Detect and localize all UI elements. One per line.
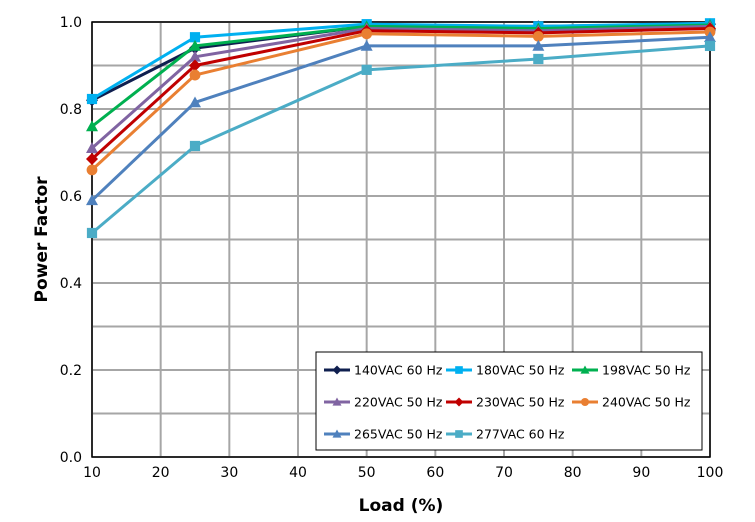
data-point: [189, 32, 201, 43]
legend-label: 140VAC 60 Hz: [354, 363, 443, 378]
series-layer: [86, 18, 716, 239]
legend-item: 140VAC 60 Hz: [324, 363, 443, 378]
y-tick-label: 0.2: [60, 363, 82, 379]
x-tick-label: 40: [289, 465, 307, 481]
data-point: [361, 28, 373, 40]
series-line: [90, 27, 711, 161]
data-point: [86, 153, 98, 166]
data-point: [361, 64, 372, 75]
data-point: [86, 93, 98, 105]
y-tick-label: 0.6: [60, 189, 82, 205]
legend-marker: [455, 430, 463, 438]
legend-item: 265VAC 50 Hz: [324, 427, 443, 442]
x-tick-label: 90: [632, 465, 650, 481]
data-point: [189, 96, 201, 108]
legend-marker: [454, 397, 464, 407]
legend-label: 180VAC 50 Hz: [476, 363, 565, 378]
y-tick-label: 0.4: [60, 276, 82, 292]
data-point: [189, 69, 201, 81]
x-axis-title: Load (%): [359, 496, 444, 516]
x-tick-label: 20: [152, 465, 170, 481]
series-7: [86, 40, 716, 239]
data-point: [86, 227, 98, 239]
legend-item: 180VAC 50 Hz: [446, 363, 565, 378]
y-tick-label: 0.8: [60, 102, 82, 118]
x-tick-label: 10: [83, 465, 101, 481]
legend-marker: [455, 366, 463, 374]
data-point: [704, 31, 716, 43]
legend-box: [315, 351, 703, 451]
legend-marker: [332, 365, 342, 375]
plot-frame: [91, 21, 711, 458]
legend-item: 198VAC 50 Hz: [572, 363, 691, 378]
series-5: [86, 26, 716, 176]
data-point: [189, 39, 201, 51]
legend-marker: [332, 429, 342, 438]
legend: 140VAC 60 Hz 180VAC 50 Hz 198VAC 50 Hz 220V…: [315, 351, 703, 451]
legend-label: 230VAC 50 Hz: [476, 395, 565, 410]
legend-label: 265VAC 50 Hz: [354, 427, 443, 442]
legend-marker: [580, 397, 590, 407]
data-point: [86, 142, 98, 153]
legend-marker: [580, 365, 590, 374]
legend-item: 220VAC 50 Hz: [324, 395, 443, 410]
y-tick-label: 0.0: [60, 450, 82, 466]
y-axis-ticks: 0.0 0.2 0.4 0.6 0.8 1.0: [60, 15, 82, 466]
x-tick-label: 80: [564, 465, 582, 481]
data-point: [189, 59, 201, 72]
x-tick-label: 70: [495, 465, 513, 481]
series-6: [86, 31, 716, 206]
data-point: [532, 30, 544, 42]
legend-label: 240VAC 50 Hz: [602, 395, 691, 410]
data-point: [533, 53, 544, 65]
x-tick-label: 50: [358, 465, 376, 481]
series-4: [86, 22, 716, 166]
legend-item: 240VAC 50 Hz: [572, 395, 691, 410]
data-point: [532, 39, 545, 51]
data-point: [86, 194, 98, 206]
legend-label: 277VAC 60 Hz: [476, 427, 565, 442]
y-axis-title: Power Factor: [32, 176, 52, 303]
data-point: [86, 164, 98, 176]
y-tick-label: 1.0: [60, 15, 82, 31]
legend-label: 220VAC 50 Hz: [354, 395, 443, 410]
x-tick-label: 100: [697, 465, 724, 481]
legend-item: 277VAC 60 Hz: [446, 427, 565, 442]
x-axis-ticks: 10 20 30 40 50 60 70 80 90 100: [83, 465, 723, 481]
data-point: [360, 39, 373, 51]
data-point: [189, 140, 201, 152]
legend-label: 198VAC 50 Hz: [602, 363, 691, 378]
legend-item: 230VAC 50 Hz: [446, 395, 565, 410]
data-point: [704, 40, 716, 52]
x-tick-label: 60: [426, 465, 444, 481]
data-point: [189, 50, 201, 62]
series-line: [90, 35, 711, 202]
x-tick-label: 30: [220, 465, 238, 481]
legend-marker: [332, 397, 342, 406]
data-point: [86, 120, 98, 132]
